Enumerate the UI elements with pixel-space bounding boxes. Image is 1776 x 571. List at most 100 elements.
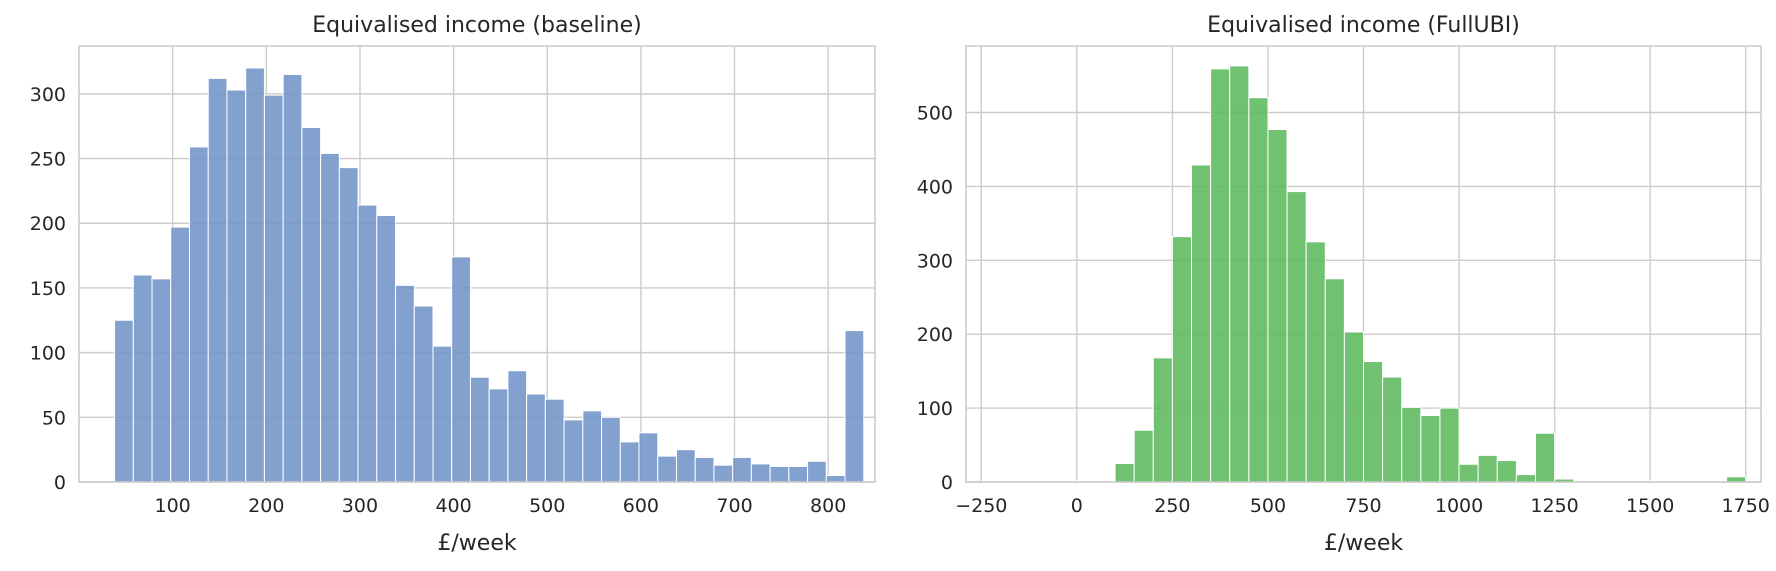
- x-tick-label: 500: [529, 495, 565, 517]
- histogram-bar: [1477, 454, 1498, 483]
- x-tick-label: 300: [342, 495, 378, 517]
- x-tick-label: 250: [1154, 495, 1190, 517]
- histogram-bar: [1191, 164, 1212, 483]
- histogram-bar: [451, 256, 471, 483]
- histogram-bar: [469, 376, 490, 483]
- histogram-bar: [1363, 361, 1384, 483]
- x-tick-label: 1000: [1435, 495, 1483, 517]
- x-tick-label: 700: [716, 495, 752, 517]
- y-tick-label: 0: [54, 472, 66, 494]
- histogram-bar: [114, 319, 134, 483]
- y-tick-label: 100: [30, 343, 66, 365]
- histogram-bar: [338, 167, 359, 483]
- histogram-bar: [1152, 357, 1173, 483]
- histogram-bar: [189, 146, 209, 483]
- y-tick-label: 200: [917, 324, 953, 346]
- chart-title: Equivalised income (baseline): [312, 13, 641, 38]
- histogram-bar: [1171, 236, 1193, 483]
- histogram-bar: [1420, 414, 1441, 483]
- histogram-bar: [357, 204, 378, 483]
- histogram-bar: [1229, 65, 1250, 483]
- histogram-bar: [807, 460, 827, 483]
- histogram-bar: [1401, 406, 1422, 483]
- x-tick-label: 400: [435, 495, 471, 517]
- histogram-bar: [263, 94, 284, 483]
- x-tick-label: 1750: [1722, 495, 1770, 517]
- histogram-bar: [582, 410, 603, 483]
- histogram-bar: [132, 274, 153, 483]
- histogram-bar: [226, 89, 247, 483]
- histogram-bar: [301, 127, 322, 483]
- chart-panel-1: 0 50 100 150 200 250 300 100 200 300 400 500 600 700 8…: [30, 13, 876, 556]
- histogram-bar: [750, 463, 771, 483]
- y-tick-label: 500: [917, 103, 953, 125]
- y-tick-label: 100: [917, 398, 953, 420]
- histogram-bar: [507, 370, 528, 483]
- histogram-bar: [1324, 278, 1345, 483]
- histogram-bar: [207, 77, 228, 483]
- histogram-bar: [526, 393, 546, 483]
- histogram-bar: [1248, 97, 1269, 483]
- x-tick-label: 600: [623, 495, 659, 517]
- x-tick-label: 100: [155, 495, 191, 517]
- histogram-bar: [1286, 191, 1307, 483]
- histogram-bar: [675, 449, 696, 483]
- histogram-bar: [1114, 463, 1135, 483]
- y-tick-label: 150: [30, 278, 66, 300]
- y-tick-label: 400: [917, 176, 953, 198]
- histogram-bar: [769, 465, 790, 483]
- histogram-bar: [1210, 68, 1231, 483]
- histogram-bar: [320, 152, 340, 483]
- y-tick-label: 300: [30, 84, 66, 106]
- x-tick-label: 1250: [1530, 495, 1578, 517]
- chart-title: Equivalised income (FullUBI): [1207, 13, 1520, 38]
- x-axis-label: £/week: [1324, 531, 1403, 556]
- histogram-bar: [1439, 407, 1460, 483]
- x-tick-label: −250: [955, 495, 1007, 517]
- histogram-bar: [413, 305, 434, 483]
- histogram-bar: [732, 456, 752, 483]
- y-tick-label: 200: [30, 213, 66, 235]
- histogram-bar: [638, 432, 659, 483]
- histogram-bar: [432, 345, 453, 483]
- histogram-bar: [245, 67, 265, 483]
- y-tick-label: 50: [42, 407, 66, 429]
- histogram-bar: [1458, 463, 1479, 483]
- x-tick-label: 800: [810, 495, 846, 517]
- histogram-bar: [657, 455, 677, 483]
- x-tick-label: 750: [1345, 495, 1381, 517]
- x-tick-label: 500: [1250, 495, 1286, 517]
- histogram-bar: [544, 398, 565, 483]
- histogram-bar: [1496, 460, 1517, 483]
- plot-frame: [965, 45, 1762, 483]
- histogram-bar: [844, 330, 865, 483]
- histogram-bar: [1305, 241, 1326, 483]
- x-axis-label: £/week: [437, 531, 516, 556]
- plot-frame: [78, 45, 876, 483]
- histogram-bar: [1267, 129, 1288, 483]
- x-tick-label: 200: [248, 495, 284, 517]
- y-tick-label: 0: [941, 472, 953, 494]
- histogram-bar: [376, 214, 397, 483]
- histogram-bar: [1534, 432, 1556, 483]
- y-tick-label: 250: [30, 149, 66, 171]
- histogram-bar: [151, 278, 172, 483]
- histogram-bar: [1133, 429, 1154, 483]
- histogram-bar: [825, 475, 846, 483]
- histogram-bar: [170, 226, 191, 483]
- histogram-bar: [488, 388, 509, 483]
- histogram-bar: [619, 441, 640, 483]
- histogram-bar: [694, 456, 715, 483]
- histogram-bar: [788, 465, 809, 483]
- x-tick-label: 0: [1071, 495, 1083, 517]
- histogram-bar: [601, 416, 621, 483]
- histogram-bar: [395, 284, 415, 483]
- histogram-bar: [282, 73, 303, 483]
- x-tick-label: 1500: [1626, 495, 1674, 517]
- histogram-bar: [1515, 474, 1536, 483]
- histogram-bar: [713, 464, 734, 483]
- histogram-bar: [563, 419, 584, 483]
- histogram-bar: [1343, 331, 1364, 483]
- histogram-bar: [1382, 376, 1403, 483]
